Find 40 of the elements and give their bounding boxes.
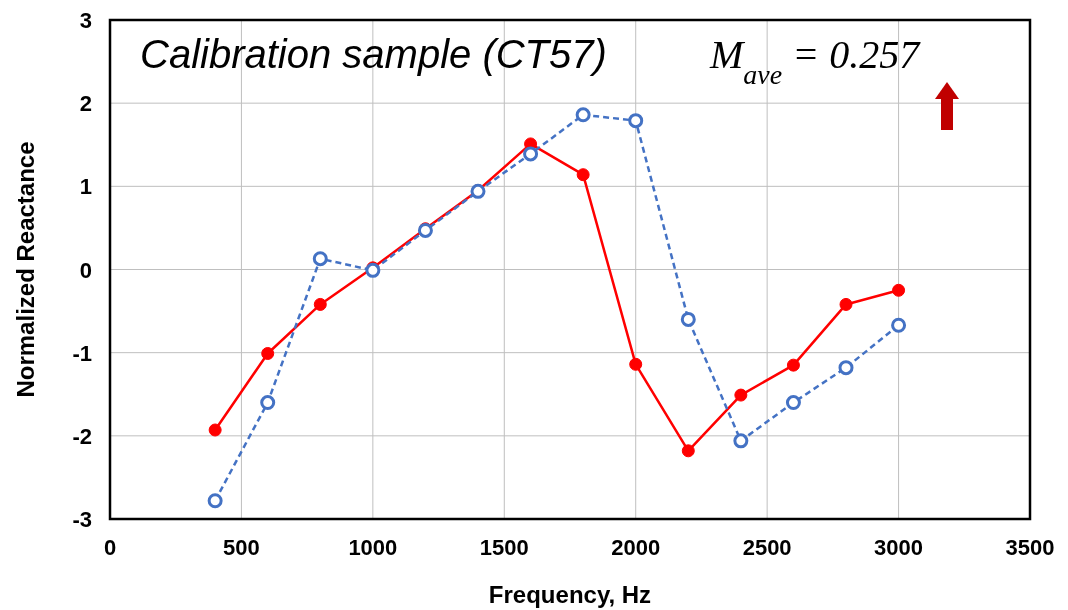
y-tick-label: -1 bbox=[72, 340, 92, 366]
y-tick-label: -3 bbox=[72, 507, 92, 532]
point bbox=[575, 107, 591, 123]
point bbox=[628, 113, 644, 129]
point bbox=[733, 433, 749, 449]
x-tick-label: 1500 bbox=[479, 535, 529, 560]
x-tick-label: 2000 bbox=[611, 535, 661, 560]
x-axis-title: Frequency, Hz bbox=[488, 581, 652, 608]
x-tick-label: 500 bbox=[223, 535, 260, 560]
y-axis-title: Normalized Reactance bbox=[12, 141, 39, 398]
y-tick-label: 2 bbox=[79, 91, 92, 117]
x-tick-label: 0 bbox=[103, 535, 117, 560]
point bbox=[261, 347, 275, 360]
y-tick-label: 1 bbox=[79, 174, 92, 200]
point bbox=[523, 146, 539, 162]
x-tick-label: 2500 bbox=[742, 535, 792, 560]
x-tick-label: 3000 bbox=[874, 535, 924, 560]
point bbox=[681, 444, 695, 458]
y-tick-label: 3 bbox=[79, 8, 92, 33]
point bbox=[839, 297, 853, 311]
point bbox=[786, 358, 800, 372]
point bbox=[891, 317, 907, 333]
point bbox=[785, 395, 801, 411]
point bbox=[260, 395, 276, 411]
point bbox=[312, 251, 328, 267]
x-tick-label: 3500 bbox=[1005, 535, 1055, 560]
point bbox=[576, 168, 590, 182]
point bbox=[734, 388, 748, 402]
point bbox=[892, 283, 906, 297]
point bbox=[629, 357, 643, 371]
y-tick-label: -2 bbox=[72, 423, 92, 449]
x-tick-label: 1000 bbox=[348, 535, 398, 560]
point bbox=[680, 311, 696, 327]
y-tick-label: 0 bbox=[79, 257, 92, 283]
annotation: M$_{ave}$ = 0.257 bbox=[709, 32, 922, 90]
annotation: Calibration sample (CT57) bbox=[140, 32, 607, 76]
point bbox=[207, 493, 223, 509]
point bbox=[313, 297, 327, 311]
point bbox=[208, 423, 222, 437]
point bbox=[838, 360, 854, 376]
